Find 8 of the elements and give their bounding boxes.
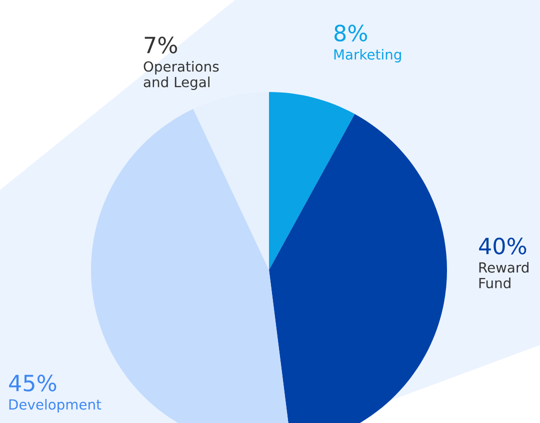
data-label: 7% bbox=[144, 36, 178, 54]
data-label: 45% bbox=[9, 374, 56, 392]
slice-label: Marketing bbox=[334, 49, 401, 62]
slice-label: Operations and Legal bbox=[144, 61, 219, 90]
slice-label: Development bbox=[9, 399, 102, 412]
data-label: 8% bbox=[334, 24, 368, 42]
data-label: 40% bbox=[479, 238, 526, 254]
slice-label: Reward Fund bbox=[479, 262, 528, 288]
